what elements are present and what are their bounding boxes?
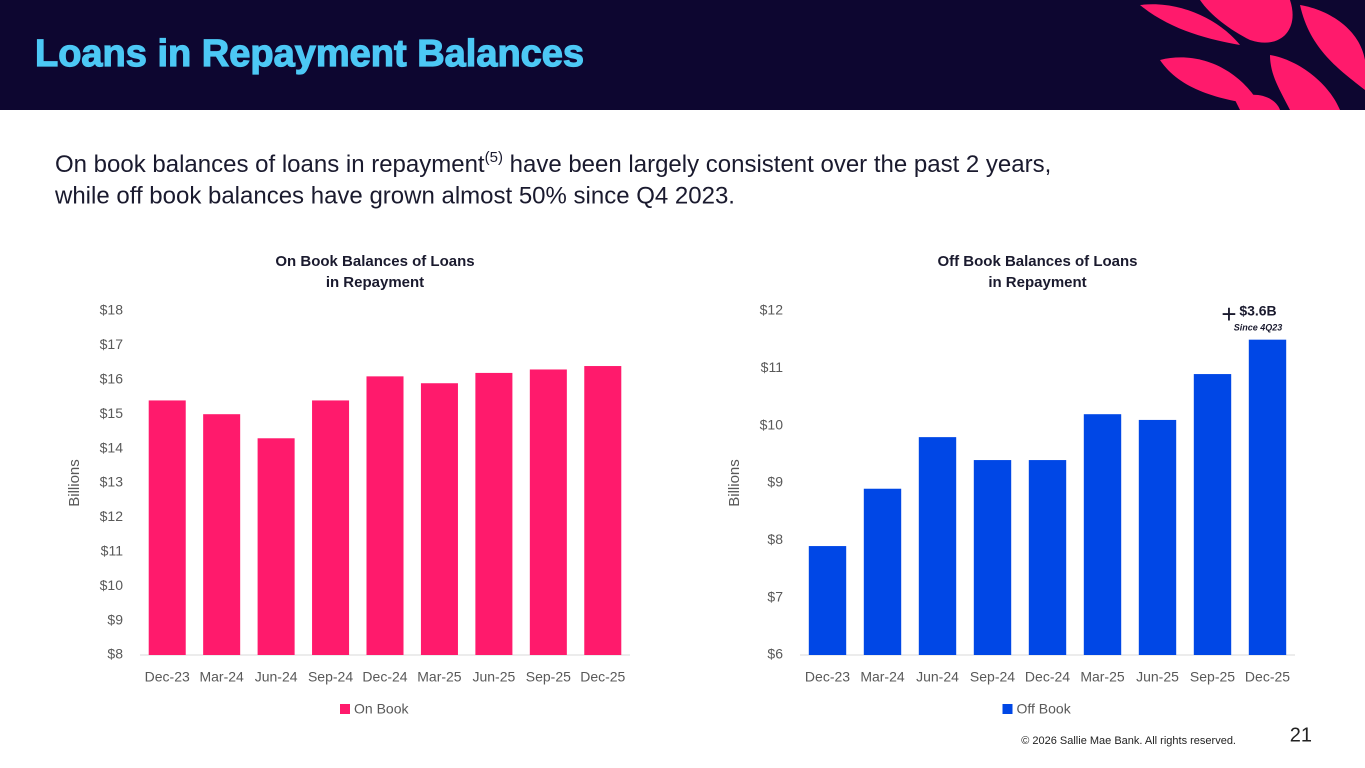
bar (808, 546, 847, 655)
bar (584, 366, 622, 655)
chart-title: On Book Balances of Loans (275, 253, 474, 270)
x-tick-label: Mar-25 (417, 669, 462, 685)
y-tick-label: $9 (767, 474, 783, 490)
bar (863, 488, 902, 655)
bar (973, 460, 1012, 655)
bar (420, 383, 458, 655)
y-tick-label: $15 (100, 405, 124, 421)
y-axis-label: Billions (66, 459, 83, 507)
footer: © 2026 Sallie Mae Bank. All rights reser… (1021, 735, 1236, 747)
x-tick-label: Sep-24 (970, 669, 1015, 685)
x-tick-label: Dec-24 (1025, 669, 1070, 685)
header-band (0, 0, 1365, 110)
bar (257, 438, 295, 655)
summary-text: On book balances of loans in repayment (55, 151, 485, 178)
y-tick-label: $12 (760, 302, 784, 318)
y-tick-label: $10 (760, 416, 784, 432)
x-tick-label: Jun-24 (916, 669, 959, 685)
bar (1138, 419, 1177, 655)
bar (1028, 460, 1067, 655)
bar (148, 400, 186, 655)
x-tick-label: Jun-25 (1136, 669, 1179, 685)
y-tick-label: $18 (100, 302, 124, 318)
y-tick-label: $14 (100, 439, 124, 455)
footnote-ref: (5) (485, 149, 503, 166)
y-tick-label: $11 (761, 359, 784, 375)
chart-title: in Repayment (988, 274, 1086, 291)
y-tick-label: $6 (767, 646, 783, 662)
y-tick-label: $12 (100, 508, 124, 524)
x-tick-label: Dec-23 (805, 669, 850, 685)
y-tick-label: $13 (100, 474, 124, 490)
bar (529, 369, 567, 655)
page-title: Loans in Repayment Balances (35, 33, 584, 75)
bar (312, 400, 350, 655)
y-tick-label: $17 (100, 336, 124, 352)
x-tick-label: Mar-25 (1080, 669, 1125, 685)
bar (918, 437, 957, 655)
annotation-value: $3.6B (1239, 303, 1276, 319)
x-tick-label: Jun-24 (255, 669, 298, 685)
y-tick-label: $8 (767, 531, 783, 547)
y-tick-label: $10 (100, 577, 124, 593)
x-tick-label: Dec-24 (362, 669, 407, 685)
bar (1193, 374, 1232, 655)
x-tick-label: Jun-25 (472, 669, 515, 685)
y-tick-label: $8 (107, 646, 123, 662)
legend-label: Off Book (1017, 701, 1072, 717)
page-number: 21 (1290, 724, 1312, 746)
x-tick-label: Mar-24 (199, 669, 244, 685)
chart-title: Off Book Balances of Loans (937, 253, 1137, 270)
summary-line: while off book balances have grown almos… (54, 182, 735, 209)
legend-swatch (1002, 704, 1013, 714)
bar (203, 414, 241, 655)
legend-label: On Book (354, 701, 409, 717)
bar (475, 372, 513, 655)
y-tick-label: $7 (767, 588, 783, 604)
chart-title: in Repayment (326, 274, 424, 291)
x-tick-label: Mar-24 (860, 669, 905, 685)
bar (1083, 414, 1122, 655)
x-tick-label: Dec-23 (145, 669, 190, 685)
decoration (1140, 0, 1365, 110)
annotation-plus: + (1221, 299, 1236, 329)
legend-swatch (340, 704, 350, 714)
x-tick-label: Sep-25 (526, 669, 571, 685)
x-tick-label: Sep-25 (1190, 669, 1235, 685)
x-tick-label: Sep-24 (308, 669, 353, 685)
bar (366, 376, 404, 655)
y-tick-label: $11 (101, 543, 124, 559)
x-tick-label: Dec-25 (580, 669, 625, 685)
summary-text: have been largely consistent over the pa… (503, 151, 1051, 178)
x-tick-label: Dec-25 (1245, 669, 1290, 685)
y-tick-label: $9 (107, 611, 123, 627)
bar (1248, 339, 1287, 655)
annotation-note: Since 4Q23 (1234, 322, 1283, 332)
summary-line: On book balances of loans in repayment(5… (55, 149, 1051, 178)
y-tick-label: $16 (100, 371, 124, 387)
y-axis-label: Billions (726, 459, 743, 507)
